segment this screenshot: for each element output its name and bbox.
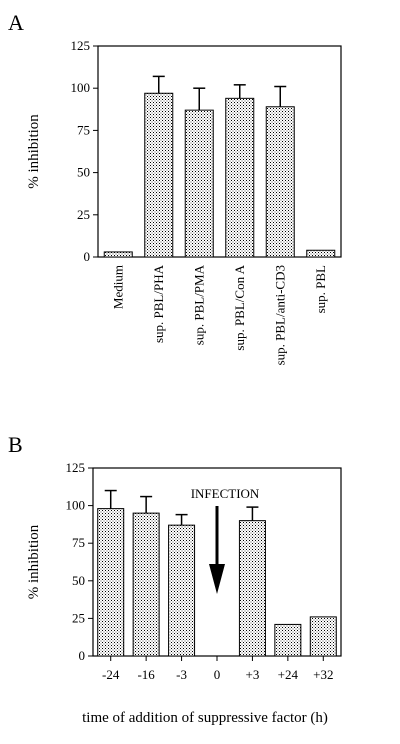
x-tick-label: sup. PBL/PMA (191, 264, 206, 345)
bar (97, 508, 125, 657)
y-tick-label: 0 (84, 249, 91, 264)
bar (103, 251, 133, 258)
infection-annotation: INFECTION (191, 486, 260, 501)
y-tick-label: 75 (77, 122, 90, 137)
bar (306, 249, 336, 258)
x-tick-label: +3 (246, 667, 260, 682)
chart-panel-b: 0 25 50 75 100 125 % inhibition -24 -16 -3 0 +3 +24 +… (26, 460, 342, 726)
bar (225, 97, 255, 258)
panel-label-a: A (8, 10, 24, 35)
bar (144, 92, 174, 258)
x-tick-label: sup. PBL/PHA (151, 264, 166, 343)
infection-arrow-head (209, 564, 225, 594)
plot-frame (97, 45, 342, 258)
y-tick-label: 25 (77, 207, 90, 222)
x-tick-label: sup. PBL/anti-CD3 (272, 265, 287, 365)
x-tick-label: 0 (214, 667, 221, 682)
y-tick-label: 75 (72, 535, 85, 550)
y-axis-label: % inhibition (26, 114, 42, 189)
panel-label-b: B (8, 432, 23, 457)
x-axis-label: time of addition of suppressive factor (… (82, 710, 328, 726)
bar (309, 616, 337, 657)
x-tick-label: +24 (278, 667, 299, 682)
y-tick-label: 125 (66, 460, 86, 475)
bar (238, 520, 266, 657)
x-tick-label: sup. PBL/Con A (232, 264, 247, 350)
y-tick-label: 0 (79, 648, 86, 663)
x-tick-label: +32 (313, 667, 333, 682)
y-tick-label: 50 (72, 573, 85, 588)
x-tick-label: -3 (176, 667, 187, 682)
y-tick-label: 50 (77, 165, 90, 180)
bar (274, 623, 302, 657)
y-tick-label: 125 (71, 38, 91, 53)
y-tick-label: 100 (66, 498, 86, 513)
bar (168, 524, 196, 657)
x-tick-label: Medium (110, 265, 125, 309)
x-tick-label: -16 (137, 667, 155, 682)
y-axis-label: % inhibition (26, 524, 42, 599)
bar (265, 106, 295, 258)
bar (184, 109, 214, 258)
bar (132, 512, 160, 657)
y-tick-label: 100 (71, 80, 91, 95)
x-tick-label: -24 (102, 667, 120, 682)
chart-panel-a: 0 25 50 75 100 125 % inhibition Medium sup. PBL/… (26, 38, 342, 365)
y-tick-label: 25 (72, 610, 85, 625)
x-tick-label: sup. PBL (313, 265, 328, 313)
